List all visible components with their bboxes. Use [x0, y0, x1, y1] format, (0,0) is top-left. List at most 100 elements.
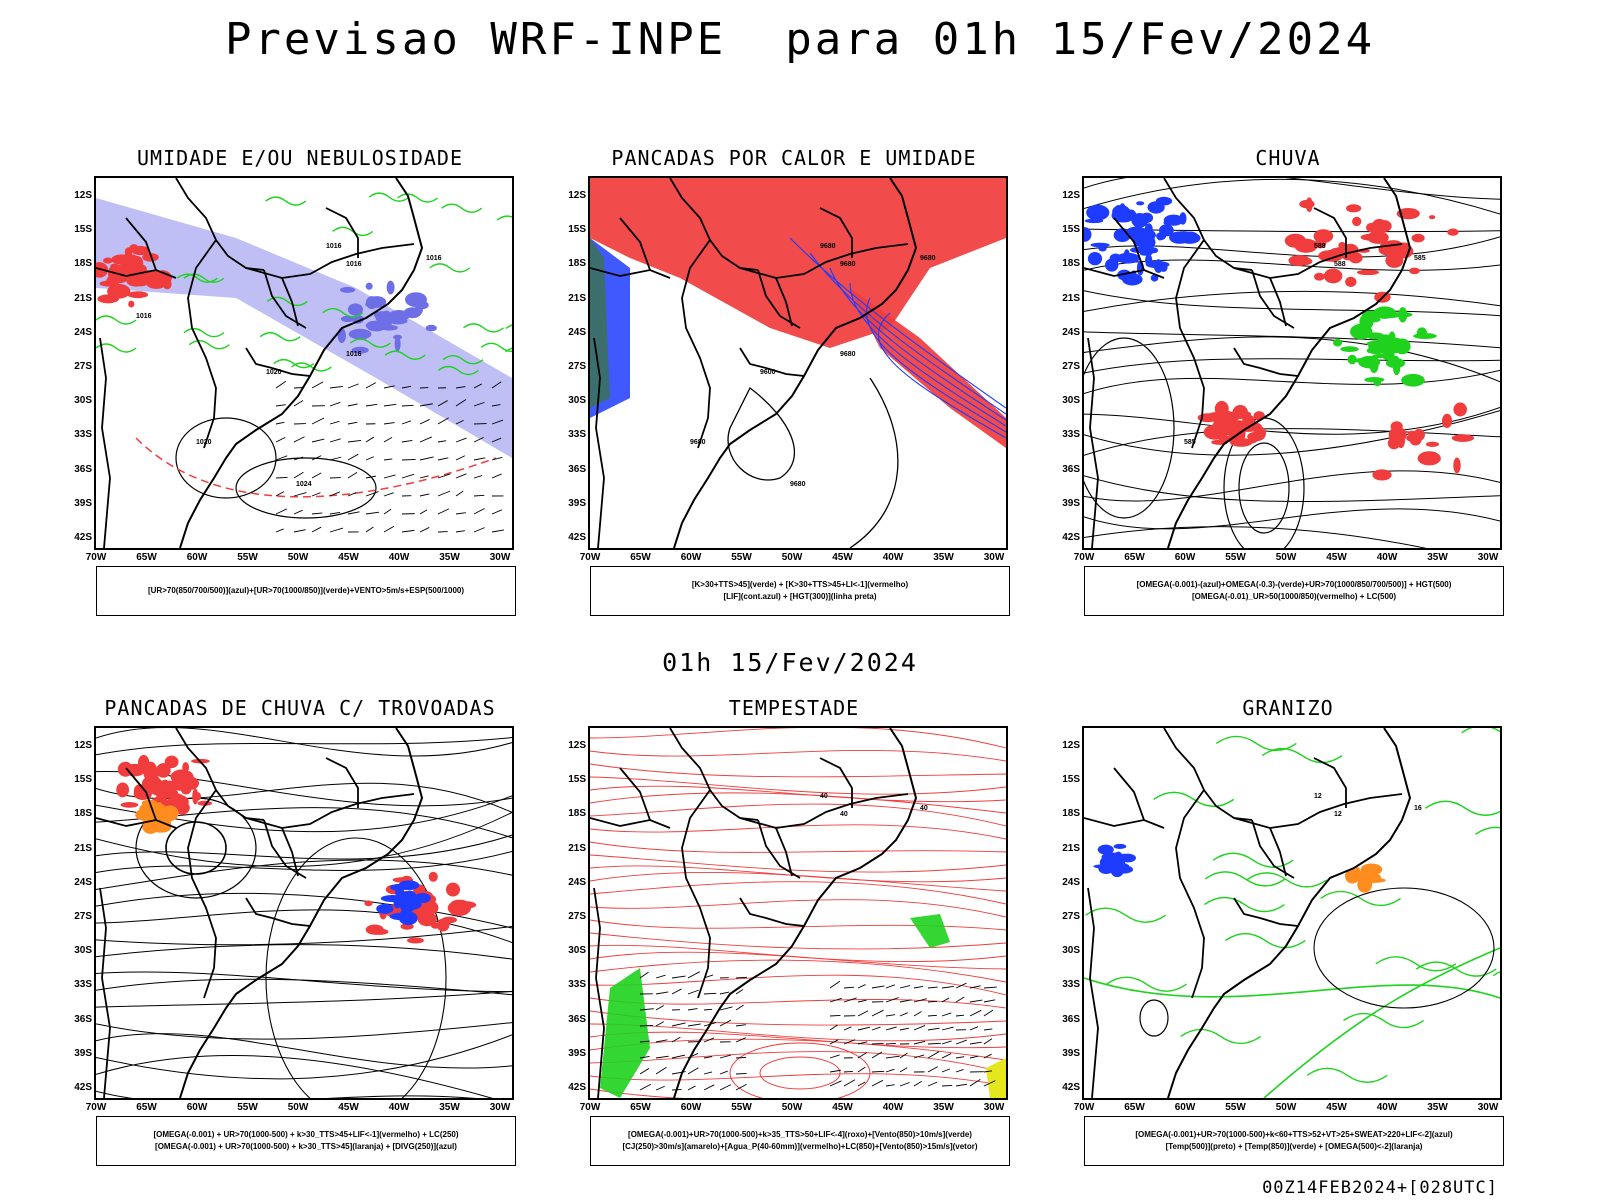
longitude-tick-label: 35W — [1427, 1102, 1448, 1113]
wind-vector — [941, 1085, 953, 1087]
wind-vector — [913, 998, 927, 1003]
wind-vector — [365, 403, 378, 407]
humidity-core — [380, 313, 393, 328]
coastline — [179, 178, 424, 548]
map-canvas — [96, 728, 512, 1098]
longitude-tick-label: 60W — [1174, 552, 1196, 563]
pressure-line — [590, 951, 1006, 970]
longitude-tick-label: 45W — [832, 552, 853, 563]
latitude-tick-label: 39S — [568, 1047, 586, 1059]
wind-vector — [969, 1041, 982, 1045]
wind-vector — [843, 997, 857, 1003]
humidity-red — [128, 300, 135, 308]
country-border — [281, 277, 299, 327]
latitude-tick-label: 24S — [1062, 326, 1080, 338]
longitude-tick-label: 35W — [439, 552, 460, 563]
contour-label: 1020 — [196, 439, 212, 446]
humidity-red — [97, 294, 119, 304]
wind-vector — [941, 997, 950, 1003]
wind-vector — [491, 456, 503, 461]
map-layer: 588 588 585 585 — [1084, 178, 1500, 548]
humidity-red — [131, 245, 150, 256]
lif-contour — [809, 252, 1006, 415]
longitude-tick-label: 65W — [136, 1102, 157, 1113]
longitude-tick-label: 35W — [439, 1102, 460, 1113]
country-border — [1113, 767, 1145, 821]
thunder-red — [179, 776, 200, 791]
wind-vector — [719, 1019, 732, 1027]
wind-vector — [885, 1043, 896, 1045]
wind-vector — [365, 382, 377, 389]
wind-vector — [703, 1037, 715, 1043]
wind-vector — [329, 401, 341, 407]
wind-vector — [955, 1056, 965, 1059]
temp850-contour — [1204, 896, 1285, 913]
wind-vector — [871, 1051, 883, 1059]
rain-red — [1356, 269, 1380, 276]
country-border — [125, 217, 157, 271]
latitude-tick-label: 24S — [74, 326, 92, 338]
rain-green — [1359, 313, 1374, 330]
wind-vector — [885, 1026, 897, 1031]
wind-vector — [983, 1080, 996, 1087]
panel-legend: [OMEGA(-0.001)-(azul)+OMEGA(-0.3)-(verde… — [1084, 566, 1504, 616]
latitude-tick-label: 21S — [1062, 842, 1080, 854]
wind-vector — [347, 440, 362, 443]
latitude-tick-label: 15S — [568, 224, 586, 236]
rain-red — [1385, 253, 1404, 268]
rain-green — [1373, 306, 1396, 319]
wind-vector — [655, 974, 666, 979]
longitude-tick-label: 65W — [630, 552, 651, 563]
hail-blue — [1114, 853, 1136, 862]
rain-red — [1372, 469, 1392, 481]
humidity-red — [146, 278, 167, 289]
pressure-line — [590, 854, 1006, 873]
thunder-orange — [144, 814, 157, 821]
thunder-red — [407, 937, 424, 944]
latitude-tick-label: 33S — [74, 429, 92, 441]
wind-vector — [913, 1054, 925, 1059]
contour-label: 40 — [820, 793, 828, 800]
latitude-tick-label: 24S — [1062, 876, 1080, 888]
wind-vector — [329, 420, 340, 425]
country-border — [187, 239, 217, 449]
latitude-tick-label: 30S — [74, 395, 92, 407]
wind-vector — [383, 422, 395, 425]
forecast-map: 588 588 585 585 — [1082, 176, 1502, 550]
wind-vector — [311, 381, 324, 389]
wind-vector — [491, 437, 502, 443]
wind-vector — [275, 455, 288, 461]
longitude-tick-label: 70W — [579, 552, 601, 563]
rain-blue — [1113, 228, 1131, 242]
wind-vector — [983, 1070, 993, 1073]
wind-vector — [969, 1026, 979, 1031]
pressure-line — [590, 728, 1006, 749]
thunder-red — [446, 882, 461, 897]
latitude-tick-label: 18S — [568, 808, 586, 820]
wind-vector — [829, 1054, 840, 1059]
forecast-map: 40 40 40 — [588, 726, 1008, 1100]
main-title: Previsao WRF-INPE para 01h 15/Fev/2024 — [224, 14, 1376, 65]
panel-granizo: GRANIZO 12 12 16 [OMEGA(-0.001)+UR>70(1000… — [1048, 696, 1548, 1174]
rain-red — [1219, 413, 1231, 430]
isobar-line — [235, 457, 377, 519]
map-canvas: 1016 1016 1016 1020 1024 1016 1020 1016 — [96, 178, 512, 548]
rain-blue — [1118, 203, 1126, 218]
latitude-tick-label: 39S — [1062, 1047, 1080, 1059]
latitude-tick-label: 39S — [568, 497, 586, 509]
wind-vector — [383, 403, 397, 407]
country-border — [1087, 887, 1099, 1098]
rain-green — [1383, 355, 1399, 361]
coastline — [673, 728, 918, 1098]
pressure-line — [590, 841, 1006, 853]
humidity-core — [365, 301, 384, 308]
contour-label: 1016 — [426, 255, 442, 262]
latitude-tick-label: 18S — [74, 258, 92, 270]
country-border — [271, 367, 311, 377]
longitude-tick-label: 35W — [933, 1102, 954, 1113]
forecast-map: 9680 9680 9680 9680 9680 9680 9600 — [588, 176, 1008, 550]
wind-vector — [491, 419, 504, 425]
wind-vector — [401, 420, 412, 425]
wind-vector — [927, 1014, 937, 1017]
wind-vector — [473, 383, 482, 389]
